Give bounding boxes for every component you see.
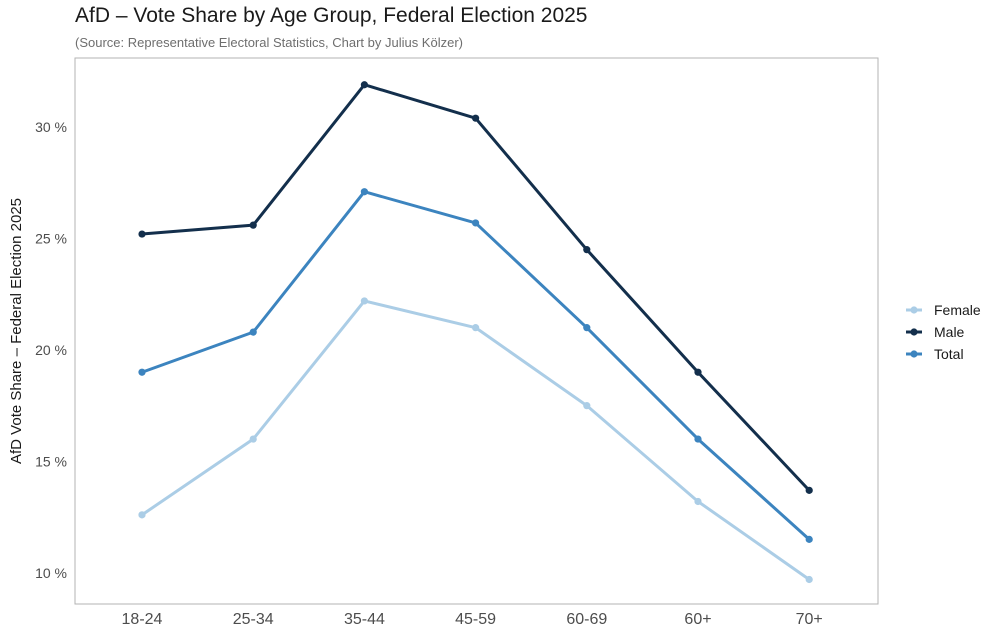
data-point-total [360, 188, 368, 196]
data-point-total [805, 535, 813, 543]
data-point-total [472, 219, 480, 227]
data-point-female [694, 497, 702, 506]
legend-label-total: Total [934, 346, 964, 362]
legend-label-female: Female [934, 302, 981, 318]
series-line-total [140, 190, 811, 541]
data-point-female [138, 511, 146, 519]
x-tick-label: 18-24 [122, 611, 163, 628]
legend-label-male: Male [934, 324, 965, 340]
data-point-female [472, 324, 480, 332]
chart-subtitle: (Source: Representative Electoral Statis… [75, 35, 463, 50]
plot-panel [74, 57, 879, 605]
data-point-total [138, 368, 146, 376]
y-tick-label: 15 % [35, 453, 67, 469]
y-axis-ticks: 10 % 15 % 20 % 25 % 30 % [35, 119, 67, 581]
legend-marker-female [910, 306, 918, 314]
data-point-total [583, 324, 591, 332]
data-point-male [472, 114, 480, 122]
data-point-female [360, 297, 368, 305]
y-tick-label: 30 % [35, 119, 67, 135]
data-point-male [138, 230, 146, 238]
y-tick-label: 20 % [35, 342, 67, 358]
x-tick-label: 70+ [796, 611, 823, 628]
legend-marker-total [910, 350, 918, 358]
data-point-male [583, 246, 591, 254]
data-point-male [360, 81, 368, 89]
series-lines [138, 81, 813, 584]
x-tick-label: 60-69 [566, 611, 607, 628]
data-point-female [805, 575, 813, 584]
legend-marker-male [910, 328, 918, 336]
y-tick-label: 10 % [35, 565, 67, 581]
data-point-male [805, 486, 813, 494]
data-point-total [694, 435, 702, 443]
x-tick-label: 60+ [684, 611, 711, 628]
series-line-female [140, 299, 811, 581]
data-point-female [249, 435, 257, 443]
x-axis-ticks: 18-24 25-34 35-44 45-59 60-69 60+ 70+ [122, 611, 823, 628]
y-tick-label: 25 % [35, 231, 67, 247]
legend: Female Male Total [906, 302, 981, 362]
data-point-male [694, 368, 702, 376]
y-axis-label: AfD Vote Share – Federal Election 2025 [8, 198, 25, 464]
chart-title: AfD – Vote Share by Age Group, Federal E… [75, 4, 588, 27]
data-point-total [249, 328, 257, 336]
series-line-male [140, 83, 811, 492]
x-tick-label: 25-34 [233, 611, 274, 628]
x-tick-label: 45-59 [455, 611, 496, 628]
data-point-female [583, 402, 591, 410]
data-point-male [249, 221, 257, 229]
x-tick-label: 35-44 [344, 611, 385, 628]
